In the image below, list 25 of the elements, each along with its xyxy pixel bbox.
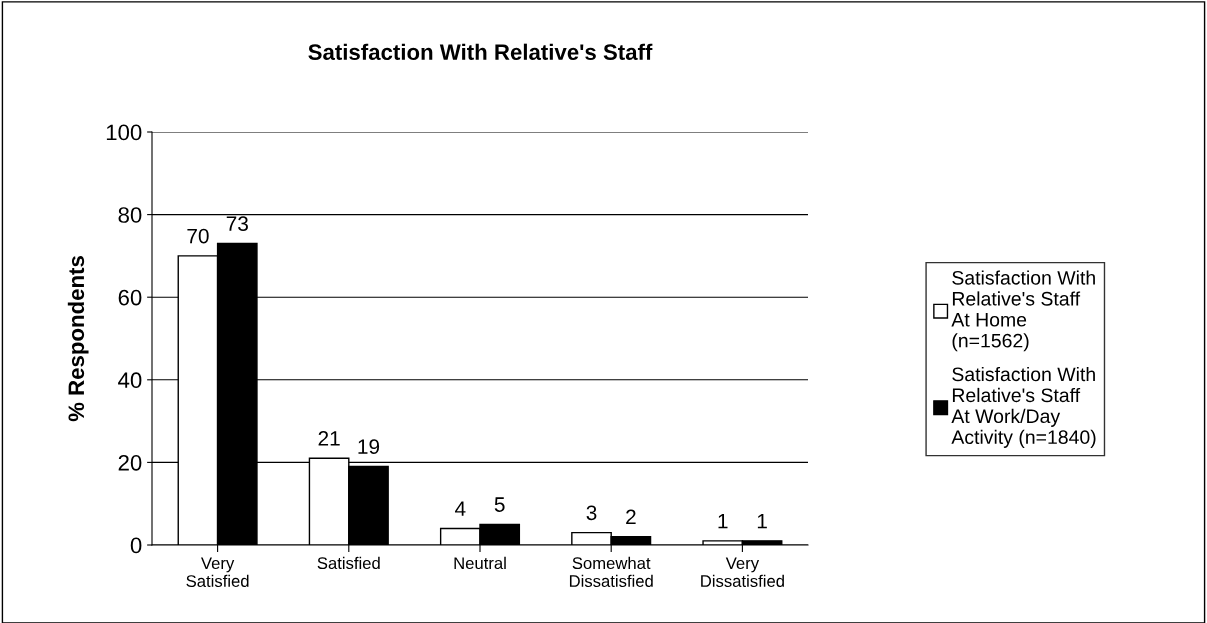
- data-label: 1: [718, 513, 728, 529]
- x-tick-label: Very Satisfied: [186, 557, 249, 587]
- y-axis-title: % Respondents: [67, 256, 89, 422]
- data-label: 21: [318, 431, 340, 446]
- data-label: 73: [226, 216, 248, 232]
- x-tick-label: Somewhat Dissatisfied: [569, 556, 653, 587]
- data-label: 2: [626, 509, 636, 525]
- y-tick-label: 0: [130, 537, 142, 554]
- data-label: 3: [586, 505, 597, 521]
- data-label: 4: [455, 501, 466, 516]
- y-tick-label: 100: [106, 124, 142, 141]
- y-tick-label: 80: [118, 207, 142, 223]
- y-tick-label: 40: [118, 372, 142, 389]
- legend-label: Satisfaction With Relative's Staff At Work/Day Activity (n=1840): [951, 366, 1096, 448]
- x-tick-label: Very Dissatisfied: [701, 557, 784, 587]
- data-label: 70: [187, 228, 209, 244]
- x-tick-label: Neutral: [454, 556, 506, 570]
- data-label: 1: [757, 513, 767, 529]
- legend-label: Satisfaction With Relative's Staff At Home (n=1562): [951, 270, 1095, 352]
- y-tick-label: 20: [118, 454, 142, 471]
- chart-title: Satisfaction With Relative's Staff: [308, 43, 653, 60]
- x-tick-label: Satisfied: [317, 556, 380, 570]
- y-tick-label: 60: [118, 289, 142, 306]
- data-label: 5: [494, 497, 505, 512]
- data-label: 19: [358, 439, 380, 455]
